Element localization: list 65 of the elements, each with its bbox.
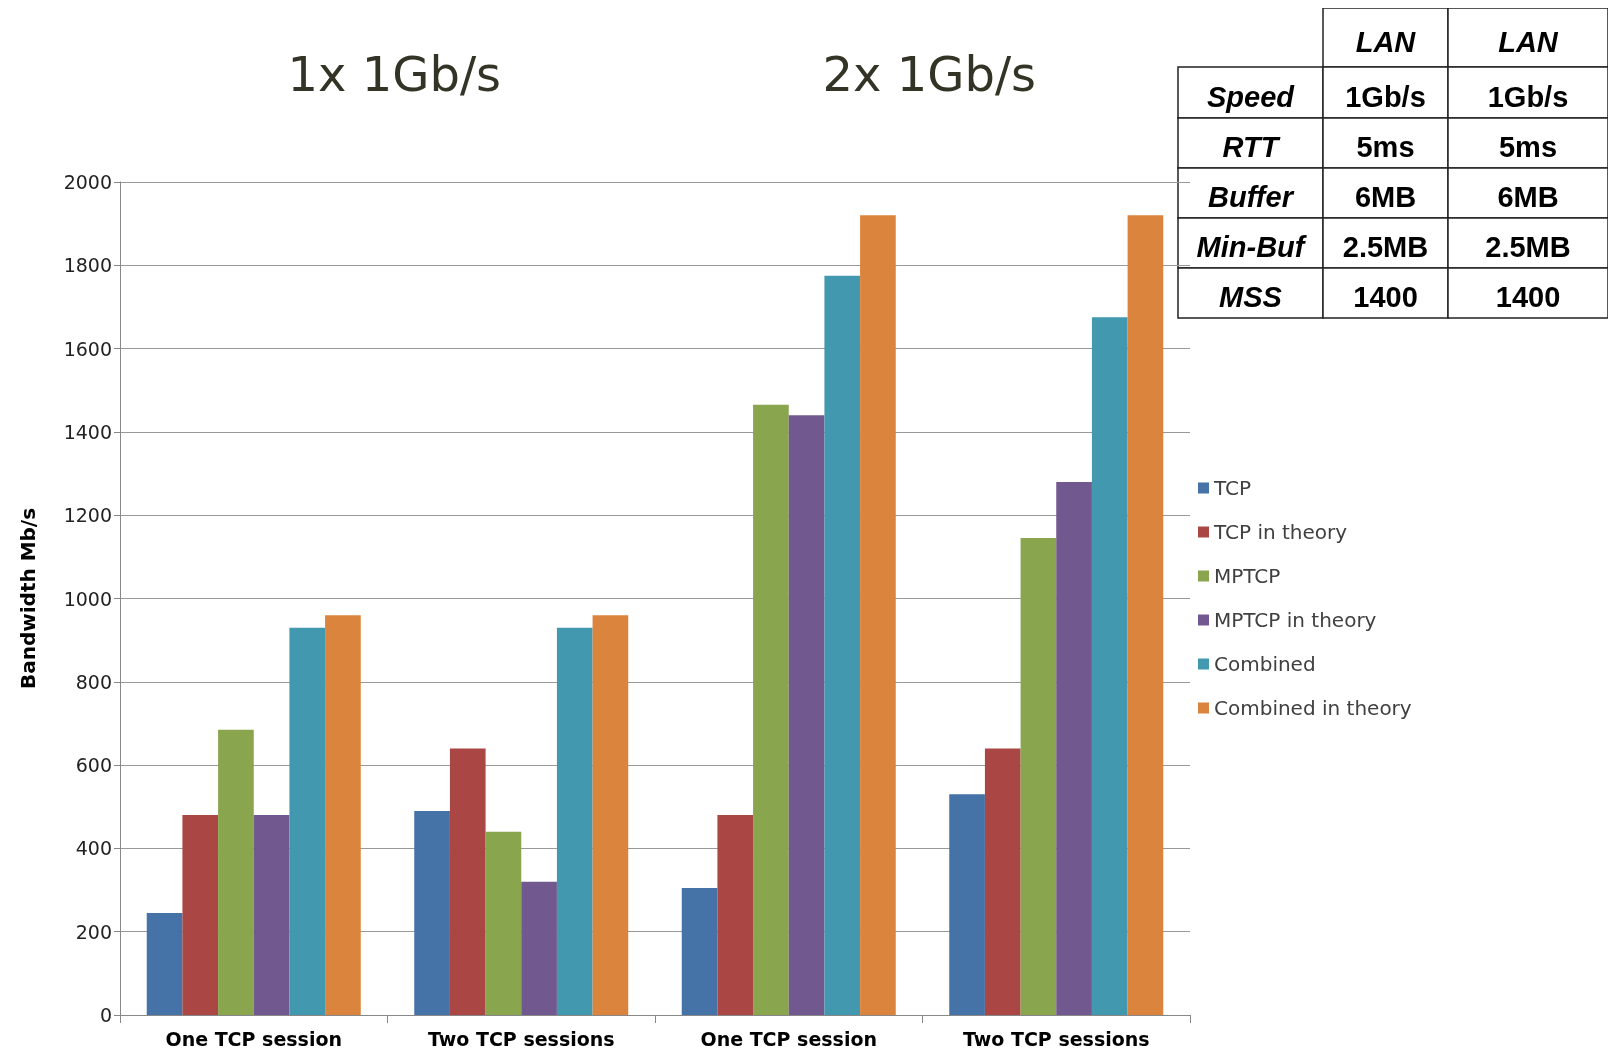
text: 2.5MB [1342,231,1429,263]
y-tick-label: 2000 [63,171,112,193]
x-tick-label: One TCP session [700,1027,878,1050]
text: 5ms [1498,131,1558,163]
bar [218,729,254,1015]
text: RTT [1222,131,1281,163]
y-tick-label: 1000 [63,587,112,610]
text: LAN [1498,25,1559,58]
bar [521,881,557,1015]
bar [824,275,861,1015]
y-tick-label: 1200 [63,504,112,527]
text: Min-Buf [1196,231,1308,263]
text: 1x 1Gb/s [287,46,502,102]
y-tick-label: 200 [75,920,112,943]
bar [146,912,183,1015]
bar [325,615,361,1015]
bar [1020,538,1057,1015]
text: MSS [1219,281,1283,313]
y-tick-label: 600 [75,754,112,777]
bar [984,748,1021,1015]
y-tick-label: 0 [99,1004,112,1026]
legend-label: MPTCP in theory [1214,608,1377,632]
text: 6MB [1354,181,1417,213]
y-axis-title: Bandwidth Mb/s [16,507,40,690]
bar [788,415,825,1015]
text: LAN [1355,25,1417,58]
bar [253,815,290,1015]
bar [949,794,985,1015]
bar [485,831,522,1015]
text: 1Gb/s [1345,80,1426,113]
legend-label: TCP in theory [1213,520,1348,544]
bar [753,404,789,1015]
text: 1400 [1353,281,1418,313]
y-tick-label: 400 [75,837,112,860]
text: 1Gb/s [1487,80,1569,113]
bar [592,615,629,1015]
x-tick-label: Two TCP sessions [962,1027,1150,1050]
text: 2x 1Gb/s [822,46,1037,102]
legend-label: Combined in theory [1214,696,1412,720]
bar [414,810,450,1015]
text: Speed [1206,80,1296,113]
bar [556,627,593,1015]
text: 5ms [1356,131,1415,163]
y-tick-label: 1800 [63,254,112,277]
bar [681,887,718,1015]
x-tick-label: Two TCP sessions [427,1027,615,1050]
legend-label: Combined [1214,652,1316,676]
bar [860,215,896,1015]
y-tick-label: 1400 [63,420,112,443]
text: 1400 [1495,281,1561,313]
bar [289,627,326,1015]
bar [182,815,219,1015]
text: Buffer [1208,181,1295,213]
bar [1091,317,1128,1015]
text: 6MB [1497,181,1559,213]
text: 2.5MB [1485,231,1571,263]
bar [449,748,486,1015]
bar [1056,481,1092,1015]
legend-label: MPTCP [1214,564,1281,588]
bar [1127,215,1164,1015]
y-tick-label: 800 [75,670,112,693]
y-tick-label: 1600 [63,337,112,360]
legend-label: TCP [1213,476,1252,500]
x-tick-label: One TCP session [165,1027,343,1050]
bar [717,815,754,1015]
